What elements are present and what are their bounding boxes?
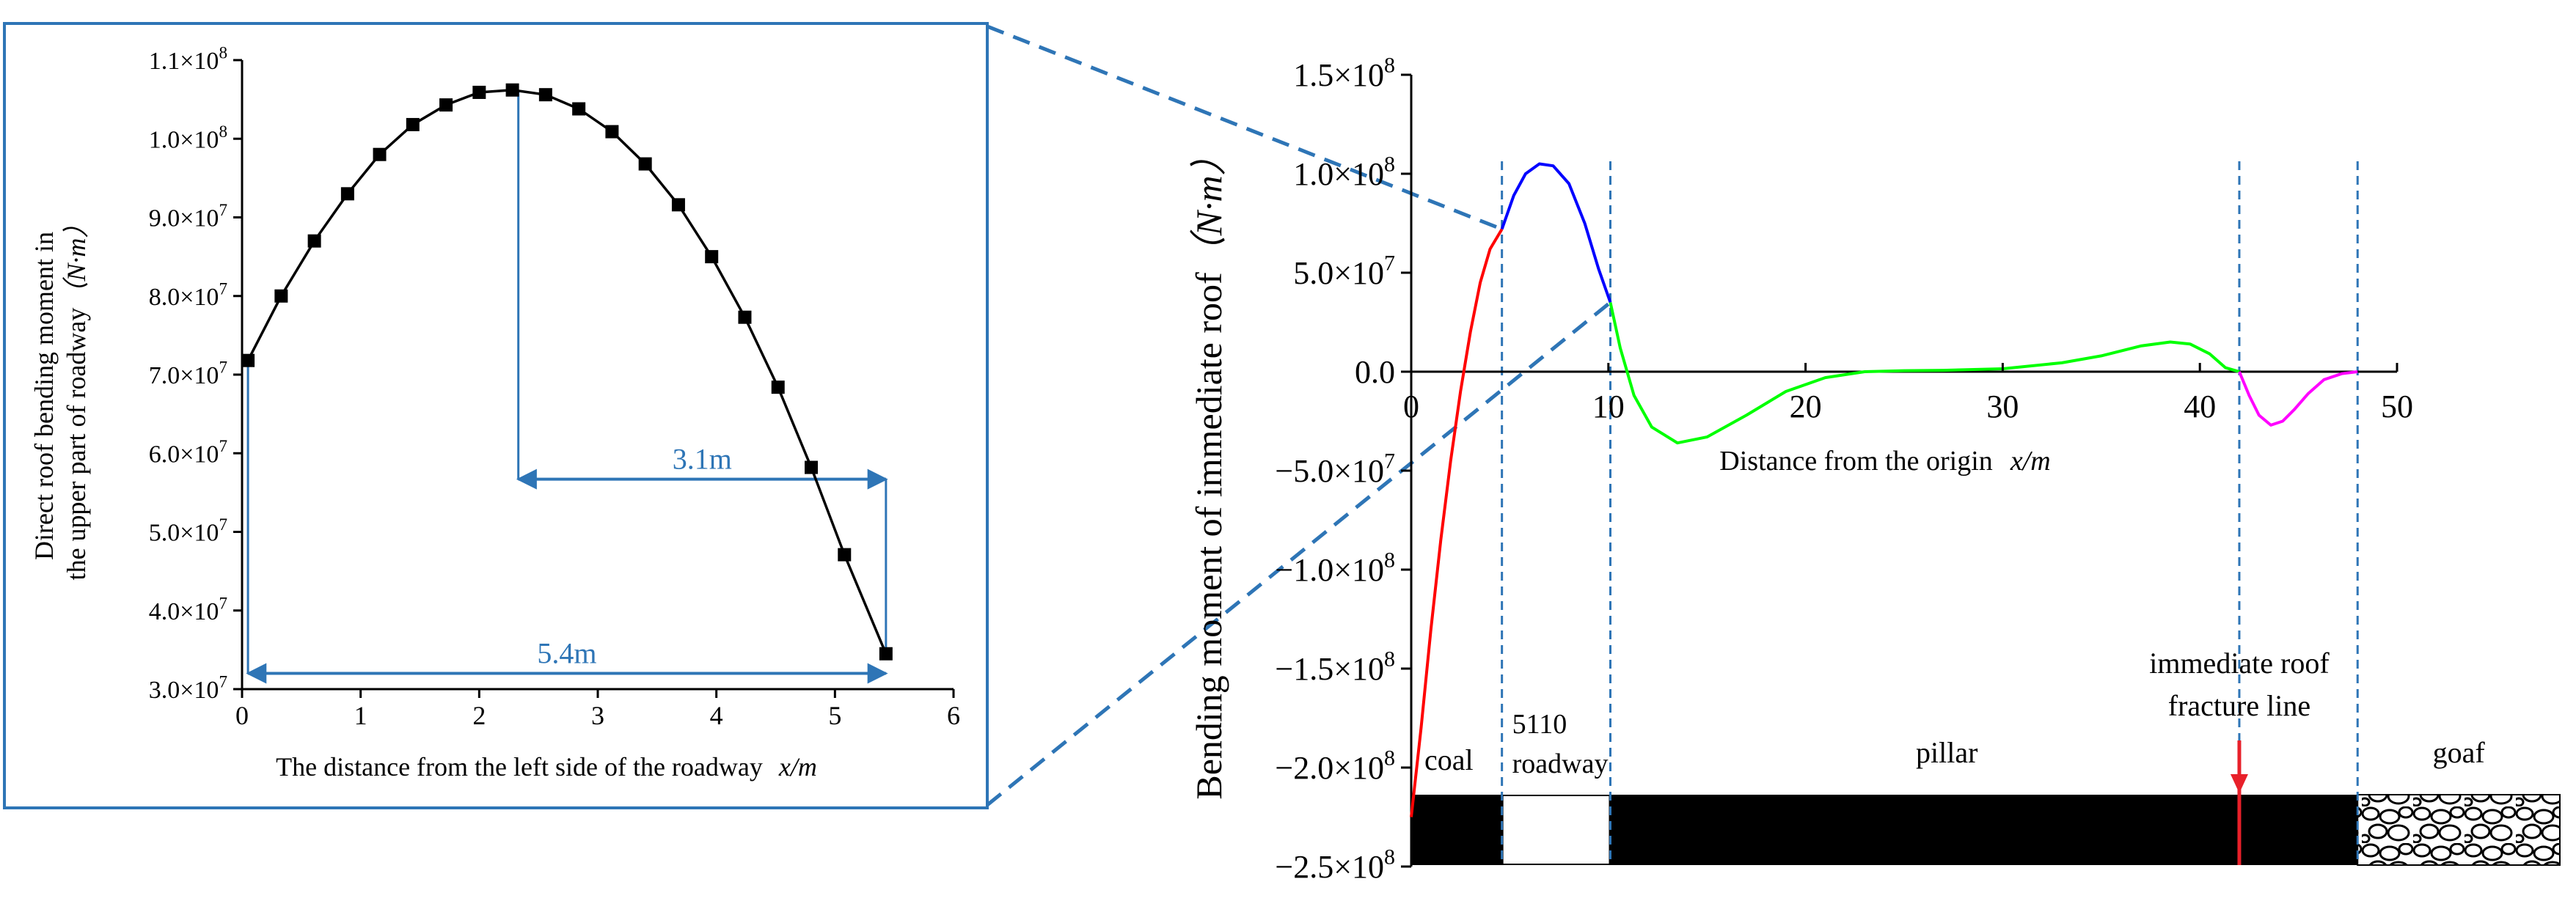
label-pillar: pillar: [1916, 736, 1977, 769]
main-series-line: [1410, 228, 1504, 817]
inset-data-point: [605, 125, 619, 139]
label-fracture-line2: fracture line: [2168, 689, 2310, 722]
main-y-tick-label: −1.5×108: [1275, 647, 1395, 687]
inset-data-point: [771, 380, 785, 394]
inset-data-point: [572, 102, 586, 116]
inset-x-tick-label: 3: [591, 701, 604, 730]
main-y-tick-label: 0.0: [1355, 354, 1395, 390]
inset-y-tick-label: 6.0×107: [149, 437, 227, 468]
inset-data-point: [373, 147, 387, 161]
inset-x-tick-label: 1: [354, 701, 367, 730]
inset-data-point: [838, 548, 852, 562]
main-y-tick-label: −1.0×108: [1275, 548, 1395, 588]
label-roadway: roadway: [1512, 749, 1609, 779]
main-x-ticks: 0 10 20 30 40 50: [1403, 363, 2413, 424]
inset-y-tick-label: 1.1×108: [149, 44, 227, 75]
inset-data-point: [274, 289, 288, 303]
main-y-ticks: 1.5×108 1.0×108 5.0×107 0.0 −5.0×107 −1.0×108…: [1275, 54, 1411, 885]
inset-y-tick-label: 8.0×107: [149, 279, 227, 310]
main-x-tick-label: 10: [1592, 389, 1625, 424]
inset-x-tick-label: 2: [472, 701, 486, 730]
inset-data-point: [671, 198, 685, 212]
label-goaf: goaf: [2433, 736, 2486, 769]
label-coal: coal: [1424, 743, 1474, 776]
main-series-line: [1609, 302, 2240, 445]
inset-y-tick-label: 7.0×107: [149, 358, 227, 389]
inset-data-point: [505, 83, 519, 97]
main-y-tick-label: −2.0×108: [1275, 746, 1395, 786]
main-x-tick-label: 50: [2381, 389, 2413, 424]
inset-y-axis-label-line2: the upper part of roadway（N·m）: [62, 212, 91, 581]
inset-data-point: [307, 234, 321, 248]
main-series: [1410, 162, 2358, 817]
inset-y-ticks: 3.0×107 4.0×107 5.0×107 6.0×107 7.0×107 8.0×1…: [149, 44, 242, 704]
roadway-gap: [1503, 796, 1609, 864]
main-y-tick-label: 5.0×107: [1293, 251, 1395, 291]
inset-data-point: [406, 117, 420, 131]
main-series-line: [2238, 370, 2358, 427]
main-y-tick-label: 1.0×108: [1293, 152, 1395, 192]
inset-data-point: [805, 460, 818, 474]
main-x-axis-label: Distance from the origin x/m: [1719, 446, 2050, 477]
zoom-line-top: [987, 24, 1503, 231]
inset-data-point: [638, 157, 652, 171]
inset-y-tick-label: 1.0×108: [149, 122, 227, 153]
inset-x-tick-label: 6: [947, 701, 960, 730]
inset-x-ticks: 0 1 2 3 4 5 6: [235, 689, 960, 730]
inset-chart: 3.1m 5.4m 0 1 2 3 4 5 6 3.0×107 4.0×107 5.0×107 6…: [29, 44, 960, 782]
inset-x-tick-label: 4: [710, 701, 723, 730]
inset-y-axis-label-line1: Direct roof bending moment in: [29, 232, 59, 560]
main-x-tick-label: 20: [1790, 389, 1822, 424]
inset-y-tick-label: 3.0×107: [149, 673, 227, 704]
annotation-3-1m: 3.1m: [673, 443, 732, 476]
inset-data-point: [439, 98, 453, 112]
main-y-tick-label: 1.5×108: [1293, 54, 1395, 93]
inset-data-point: [472, 85, 486, 99]
inset-x-axis-label: The distance from the left side of the r…: [276, 752, 817, 782]
main-y-tick-label: −2.5×108: [1275, 845, 1395, 885]
main-x-tick-label: 40: [2184, 389, 2216, 424]
zoom-line-bottom: [986, 301, 1612, 806]
inset-data-point: [879, 647, 893, 661]
inset-x-tick-label: 0: [235, 701, 249, 730]
main-y-axis-label: Bending moment of immediate roof（N·m）: [1188, 139, 1229, 799]
fracture-arrow: [2230, 774, 2248, 793]
label-roadway-id: 5110: [1512, 709, 1567, 740]
inset-x-tick-label: 5: [828, 701, 841, 730]
inset-data-point: [340, 187, 354, 201]
inset-y-tick-label: 4.0×107: [149, 594, 227, 625]
inset-y-tick-label: 5.0×107: [149, 515, 227, 546]
inset-y-tick-label: 9.0×107: [149, 201, 227, 232]
inset-data-point: [538, 88, 552, 102]
annotation-5-4m: 5.4m: [537, 637, 596, 670]
main-y-tick-label: −5.0×107: [1275, 449, 1395, 489]
main-x-tick-label: 0: [1403, 389, 1419, 424]
main-x-tick-label: 30: [1986, 389, 2019, 424]
inset-markers: [241, 83, 893, 661]
inset-data-point: [738, 310, 752, 324]
main-series-line: [1500, 162, 1612, 304]
goaf-rubble: [2357, 794, 2561, 866]
main-chart: 0 10 20 30 40 50 1.5×108 1.0×108 5.0×107 0.0 −5.0…: [1188, 54, 2561, 885]
inset-data-point: [241, 353, 255, 367]
inset-data-point: [705, 250, 719, 264]
label-fracture-line1: immediate roof: [2149, 647, 2330, 680]
